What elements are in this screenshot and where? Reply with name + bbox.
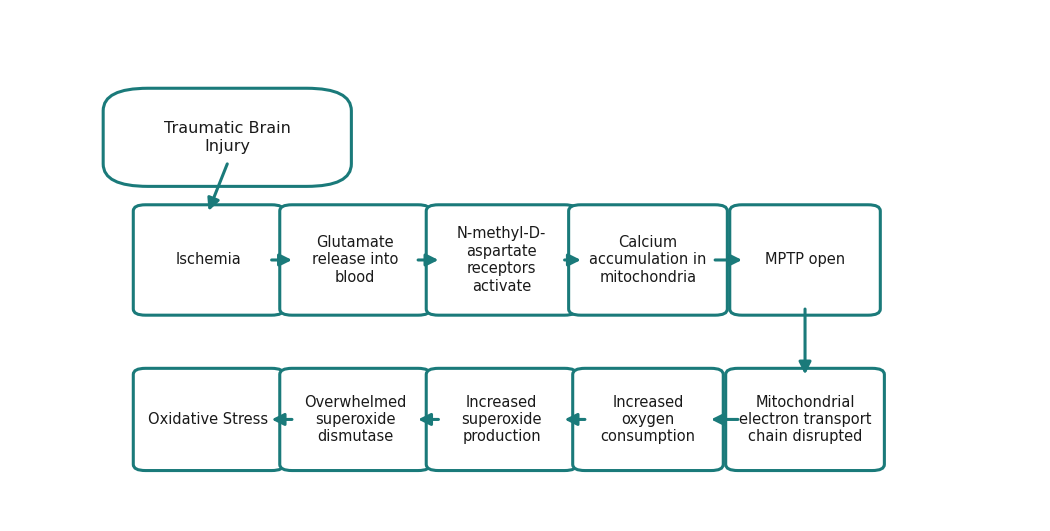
Text: Calcium
accumulation in
mitochondria: Calcium accumulation in mitochondria (589, 235, 707, 285)
FancyBboxPatch shape (133, 369, 284, 470)
FancyBboxPatch shape (569, 205, 728, 315)
Text: Increased
superoxide
production: Increased superoxide production (461, 395, 542, 444)
FancyBboxPatch shape (726, 369, 884, 470)
FancyBboxPatch shape (730, 205, 880, 315)
Text: MPTP open: MPTP open (765, 252, 845, 268)
Text: Mitochondrial
electron transport
chain disrupted: Mitochondrial electron transport chain d… (739, 395, 872, 444)
FancyBboxPatch shape (572, 369, 723, 470)
FancyBboxPatch shape (279, 369, 430, 470)
Text: Increased
oxygen
consumption: Increased oxygen consumption (601, 395, 695, 444)
Text: N-methyl-D-
aspartate
receptors
activate: N-methyl-D- aspartate receptors activate (457, 226, 546, 294)
Text: Overwhelmed
superoxide
dismutase: Overwhelmed superoxide dismutase (303, 395, 406, 444)
FancyBboxPatch shape (133, 205, 284, 315)
Text: Oxidative Stress: Oxidative Stress (148, 412, 269, 427)
Text: Ischemia: Ischemia (175, 252, 242, 268)
FancyBboxPatch shape (103, 88, 352, 186)
Text: Traumatic Brain
Injury: Traumatic Brain Injury (164, 121, 291, 153)
FancyBboxPatch shape (279, 205, 430, 315)
Text: Glutamate
release into
blood: Glutamate release into blood (312, 235, 398, 285)
FancyBboxPatch shape (426, 369, 576, 470)
FancyBboxPatch shape (426, 205, 576, 315)
